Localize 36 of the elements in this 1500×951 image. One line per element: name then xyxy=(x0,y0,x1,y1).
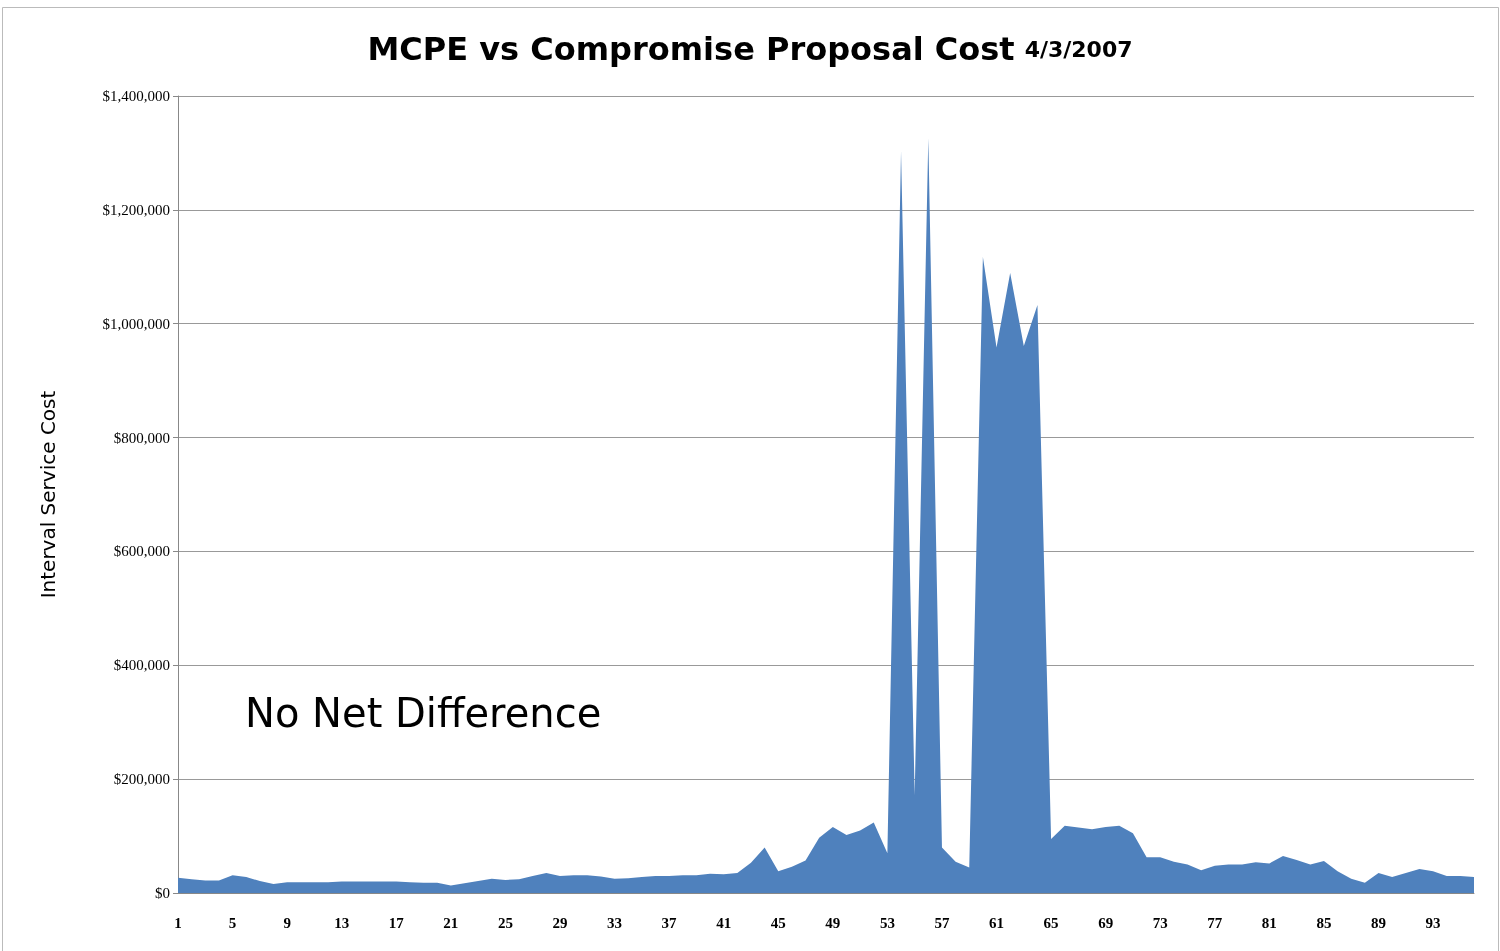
x-tick-label: 29 xyxy=(552,914,568,931)
x-tick-label: 13 xyxy=(334,914,350,931)
y-tick-label: $800,000 xyxy=(113,429,170,446)
y-tick-label: $1,200,000 xyxy=(102,201,170,218)
x-tick-label: 21 xyxy=(443,914,459,931)
x-tick-label: 69 xyxy=(1098,914,1114,931)
x-tick-label: 89 xyxy=(1371,914,1387,931)
x-tick-label: 85 xyxy=(1316,914,1332,931)
x-tick-label: 57 xyxy=(934,914,950,931)
y-tick-label: $400,000 xyxy=(113,657,170,674)
chart-subtitle: 4/3/2007 xyxy=(1024,36,1133,62)
x-tick-label: 45 xyxy=(770,914,786,931)
x-tick-label: 1 xyxy=(174,914,182,931)
x-tick-label: 41 xyxy=(716,914,732,931)
x-tick-label: 25 xyxy=(497,914,513,931)
x-tick-label: 93 xyxy=(1425,914,1441,931)
x-tick-label: 49 xyxy=(825,914,841,931)
y-tick-label: $200,000 xyxy=(113,771,170,788)
x-tick-label: 77 xyxy=(1207,914,1223,931)
chart-title: MCPE vs Compromise Proposal Cost xyxy=(367,30,1015,68)
x-tick-label: 33 xyxy=(607,914,623,931)
x-tick-label: 37 xyxy=(661,914,678,931)
x-tick-label: 73 xyxy=(1152,914,1168,931)
x-tick-label: 81 xyxy=(1261,914,1277,931)
x-tick-label: 5 xyxy=(228,914,237,931)
y-axis-title: Interval Service Cost xyxy=(36,390,60,599)
annotation: No Net Difference xyxy=(245,690,602,736)
y-tick-label: $1,400,000 xyxy=(102,88,170,104)
y-tick-label: $0 xyxy=(155,885,170,901)
y-tick-label: $600,000 xyxy=(113,543,170,560)
x-tick-label: 17 xyxy=(388,914,405,931)
x-tick-label: 65 xyxy=(1043,914,1059,931)
x-tick-label: 9 xyxy=(283,914,291,931)
y-tick-label: $1,000,000 xyxy=(102,315,170,332)
x-tick-label: 61 xyxy=(989,914,1005,931)
x-tick-label: 53 xyxy=(879,914,895,931)
